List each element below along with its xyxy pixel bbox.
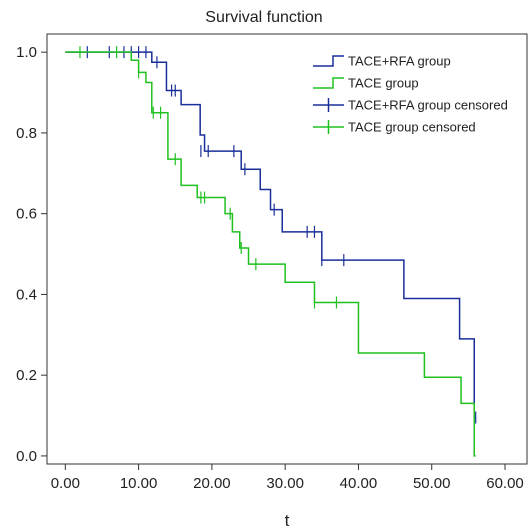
y-tick-label: 0.4 [16,286,37,303]
legend-label: TACE group censored [348,120,476,135]
x-tick-label: 40.00 [340,475,378,492]
legend: TACE+RFA group TACE group TACE+RFA group c… [313,54,508,135]
x-axis: 0.00 10.00 20.00 30.00 40.00 50.00 60.00 [51,464,524,492]
y-tick-label: 0.8 [16,125,37,142]
x-tick-label: 30.00 [266,475,304,492]
x-tick-label: 0.00 [51,475,80,492]
x-tick-label: 50.00 [413,475,451,492]
plot-frame [46,33,528,465]
series-layer [65,46,477,457]
y-tick-label: 0.2 [16,367,37,384]
x-tick-label: 20.00 [193,475,231,492]
chart-title: Survival function [205,9,322,26]
y-axis: 0.0 0.2 0.4 0.6 0.8 1.0 [16,44,47,465]
y-tick-label: 0.0 [16,448,37,465]
x-axis-label: t [285,511,290,530]
legend-label: TACE+RFA group censored [348,98,508,113]
x-tick-label: 10.00 [120,475,158,492]
legend-line-swatch [313,77,344,89]
series-line-0 [65,51,476,419]
x-tick-label: 60.00 [486,475,524,492]
legend-label: TACE group [348,76,419,91]
legend-label: TACE+RFA group [348,54,451,69]
y-tick-label: 1.0 [16,44,37,61]
series-line-1 [65,51,476,457]
legend-line-swatch [313,55,344,67]
y-tick-label: 0.6 [16,206,37,223]
